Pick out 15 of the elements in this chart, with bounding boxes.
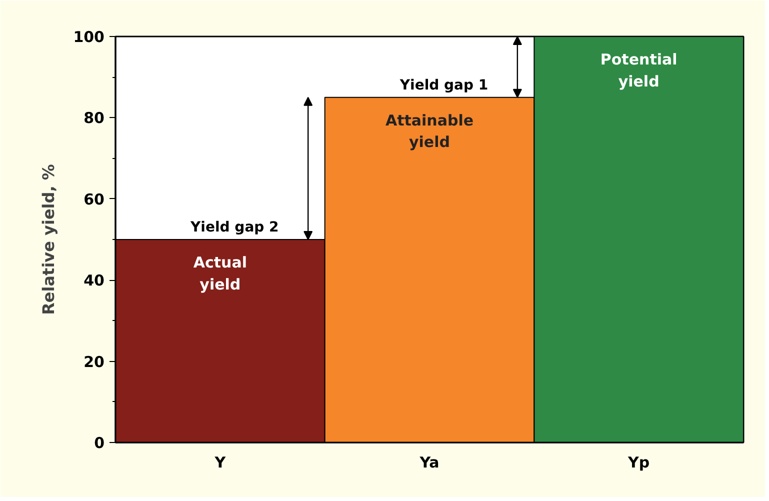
y-tick-label: 100 (73, 28, 104, 46)
y-tick-label: 0 (94, 434, 104, 452)
x-tick-label: Yp (627, 454, 650, 472)
annotation: Potential yield (600, 50, 678, 90)
y-tick-label: 20 (84, 352, 104, 371)
y-axis-title: Relative yield, % (39, 164, 58, 315)
x-tick-label: Ya (418, 454, 440, 472)
y-tick-label: 40 (84, 272, 104, 290)
y-tick-label: 80 (84, 109, 104, 128)
x-tick-label: Y (214, 454, 227, 472)
y-tick-label: 60 (84, 190, 104, 208)
annotation: Yield gap 1 (398, 77, 488, 94)
annotation: Attainable yield (385, 112, 474, 152)
annotation: Yield gap 2 (190, 219, 279, 236)
annotation: Actual yield (193, 254, 247, 294)
